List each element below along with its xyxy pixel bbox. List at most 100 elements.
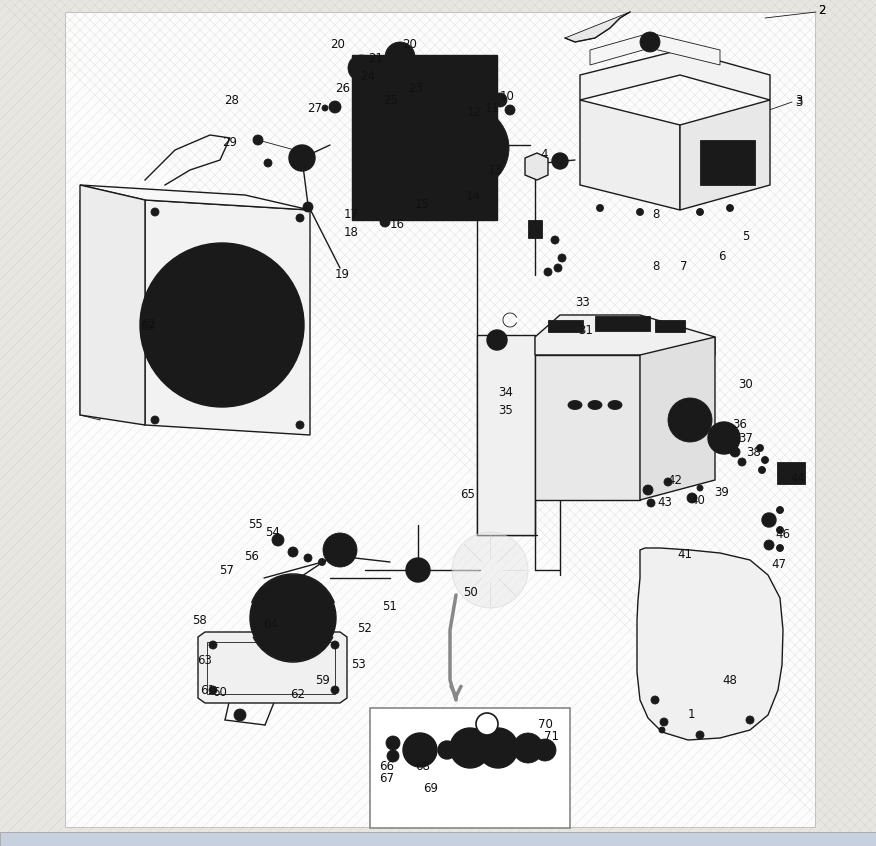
- Circle shape: [640, 32, 660, 52]
- Circle shape: [505, 743, 512, 750]
- Circle shape: [289, 145, 315, 171]
- Circle shape: [455, 136, 479, 160]
- Circle shape: [475, 738, 480, 744]
- Circle shape: [419, 739, 424, 744]
- Polygon shape: [145, 200, 310, 435]
- Circle shape: [450, 728, 490, 768]
- Circle shape: [458, 739, 464, 746]
- Text: 65: 65: [460, 487, 475, 501]
- Circle shape: [776, 507, 783, 514]
- Circle shape: [304, 554, 312, 562]
- Circle shape: [715, 429, 733, 447]
- Text: 44: 44: [790, 471, 805, 485]
- Circle shape: [659, 727, 665, 733]
- Text: 67: 67: [379, 772, 394, 784]
- Circle shape: [708, 422, 740, 454]
- Text: 3: 3: [795, 96, 802, 108]
- Circle shape: [355, 85, 365, 95]
- Text: 56: 56: [244, 550, 259, 563]
- Circle shape: [597, 205, 604, 212]
- Circle shape: [151, 416, 159, 424]
- Circle shape: [504, 751, 510, 757]
- Circle shape: [427, 748, 432, 752]
- Circle shape: [452, 532, 528, 608]
- Circle shape: [645, 37, 655, 47]
- Circle shape: [296, 421, 304, 429]
- Circle shape: [354, 61, 368, 75]
- Circle shape: [331, 541, 349, 559]
- Circle shape: [286, 611, 300, 625]
- Bar: [700, 140, 755, 185]
- Circle shape: [466, 123, 471, 128]
- Circle shape: [776, 526, 783, 534]
- Ellipse shape: [191, 307, 253, 343]
- Circle shape: [412, 564, 424, 576]
- Text: 38: 38: [746, 447, 760, 459]
- Circle shape: [551, 236, 559, 244]
- Bar: [528, 220, 542, 238]
- Circle shape: [387, 750, 399, 762]
- Circle shape: [140, 243, 304, 407]
- Bar: [595, 316, 650, 331]
- Bar: [65, 12, 815, 827]
- Circle shape: [348, 55, 374, 81]
- Circle shape: [503, 738, 508, 744]
- Circle shape: [406, 558, 430, 582]
- Circle shape: [409, 744, 414, 750]
- Circle shape: [677, 407, 703, 433]
- Circle shape: [762, 513, 776, 527]
- Polygon shape: [477, 335, 535, 535]
- Circle shape: [492, 335, 502, 345]
- Text: »: »: [699, 832, 707, 846]
- Circle shape: [643, 485, 653, 495]
- Text: 34: 34: [498, 387, 512, 399]
- Text: »: »: [618, 832, 626, 846]
- Text: 6: 6: [718, 250, 725, 262]
- Text: 13: 13: [488, 163, 503, 177]
- Circle shape: [554, 264, 562, 272]
- Ellipse shape: [588, 400, 602, 409]
- Text: 25: 25: [383, 94, 398, 107]
- Text: 68: 68: [415, 760, 430, 772]
- Circle shape: [260, 585, 326, 651]
- Circle shape: [306, 205, 310, 210]
- Circle shape: [556, 266, 560, 270]
- Text: 66: 66: [379, 760, 394, 772]
- Text: 36: 36: [732, 419, 747, 431]
- Circle shape: [462, 143, 472, 153]
- Circle shape: [234, 709, 246, 721]
- Circle shape: [424, 753, 429, 758]
- Circle shape: [687, 493, 697, 503]
- Text: 20: 20: [402, 37, 417, 51]
- Circle shape: [386, 736, 400, 750]
- Circle shape: [380, 217, 390, 227]
- Circle shape: [560, 256, 564, 260]
- Text: 19: 19: [335, 267, 350, 281]
- Circle shape: [438, 741, 456, 759]
- Text: 52: 52: [357, 622, 372, 634]
- Text: 41: 41: [677, 548, 692, 562]
- Circle shape: [151, 208, 159, 216]
- Text: 53: 53: [351, 658, 366, 672]
- Circle shape: [556, 157, 564, 165]
- Circle shape: [425, 106, 509, 190]
- Text: 51: 51: [382, 601, 397, 613]
- Bar: [352, 55, 497, 220]
- Circle shape: [419, 756, 424, 761]
- Text: 20: 20: [330, 37, 345, 51]
- Text: 54: 54: [265, 526, 279, 540]
- Bar: [710, 148, 745, 178]
- Circle shape: [322, 105, 328, 111]
- Text: 58: 58: [192, 613, 207, 627]
- Text: 46: 46: [775, 529, 790, 541]
- Text: 63: 63: [197, 653, 212, 667]
- Circle shape: [323, 533, 357, 567]
- Text: 62: 62: [290, 689, 305, 701]
- Circle shape: [477, 743, 484, 750]
- Ellipse shape: [608, 400, 622, 409]
- Polygon shape: [565, 12, 630, 42]
- Text: 10: 10: [500, 90, 515, 102]
- Circle shape: [776, 545, 783, 552]
- Circle shape: [329, 101, 341, 113]
- Bar: [777, 462, 805, 484]
